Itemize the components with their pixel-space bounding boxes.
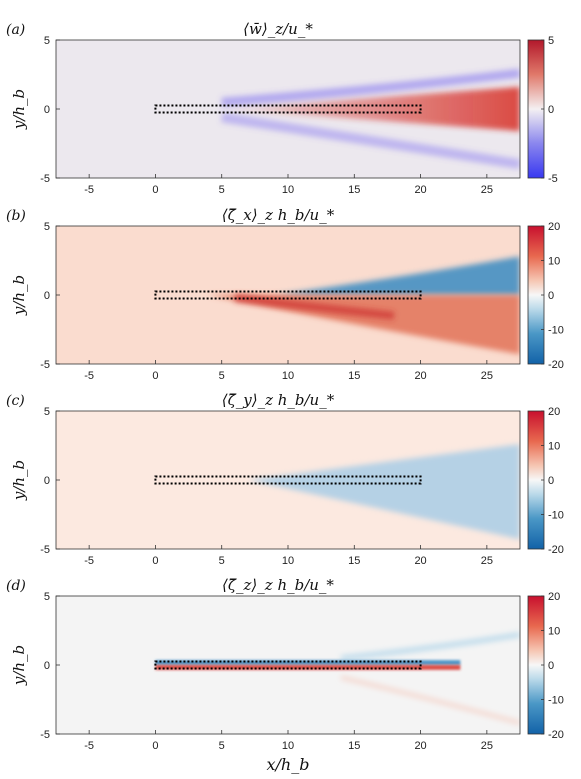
panel-label: (a)	[6, 22, 25, 38]
panel-title: ⟨ζ̄_z⟩_z h_b/u_*	[222, 576, 334, 594]
panel-1: -5 0 5 10 15 20 25 5 0 -5 (a) ⟨w̄⟩_z/u_* y/h_b 5 0 -5	[6, 20, 558, 196]
y-axis-label: y/h_b	[10, 460, 28, 501]
y-axis-label: y/h_b	[10, 275, 28, 316]
heatmap-field	[208, 256, 520, 355]
colorbar-tick-label: -20	[548, 544, 564, 556]
plate-outline	[154, 290, 422, 300]
x-tick-label: -5	[84, 370, 94, 382]
x-tick-label: 25	[481, 370, 493, 382]
panel-label: (b)	[6, 208, 26, 224]
y-axis-label: y/h_b	[10, 89, 28, 130]
panel-label: (c)	[6, 393, 25, 409]
x-tick-label: 20	[414, 370, 426, 382]
y-tick-label: 0	[44, 475, 50, 487]
y-tick-label: -5	[40, 359, 50, 371]
y-axis-label: y/h_b	[10, 645, 28, 686]
x-tick-label: -5	[84, 740, 94, 752]
plate-outline	[154, 104, 422, 114]
y-tick-label: -5	[40, 173, 50, 185]
colorbar-tick-label: -20	[548, 729, 564, 741]
x-tick-label: 15	[348, 370, 360, 382]
y-tick-label: 5	[44, 591, 50, 603]
x-tick-label: 15	[348, 740, 360, 752]
colorbar-tick-label: 0	[548, 104, 554, 116]
colorbar-tick-label: -10	[548, 695, 564, 707]
positive-core	[234, 293, 395, 320]
colorbar-tick-label: -20	[548, 359, 564, 371]
x-tick-label: -5	[84, 184, 94, 196]
x-tick-label: 25	[481, 184, 493, 196]
heatmap-field	[220, 68, 520, 170]
heatmap-field	[248, 444, 520, 540]
colorbar-tick-label: 0	[548, 660, 554, 672]
colorbar-tick-label: 20	[548, 221, 560, 233]
panel-label: (d)	[6, 578, 26, 594]
y-tick-label: 0	[44, 660, 50, 672]
positive-sheet	[155, 665, 461, 670]
x-tick-label: 0	[152, 555, 158, 567]
x-tick-label: 10	[282, 184, 294, 196]
colorbar-tick-label: -10	[548, 510, 564, 522]
y-tick-label: 0	[44, 104, 50, 116]
x-tick-label: 0	[152, 370, 158, 382]
y-tick-label: 5	[44, 221, 50, 233]
x-tick-label: -5	[84, 555, 94, 567]
colorbar-tick-label: -5	[548, 173, 558, 185]
x-tick-label: 20	[414, 184, 426, 196]
x-tick-label: 20	[414, 555, 426, 567]
negative-wedge	[274, 256, 520, 295]
positive-wedge	[208, 295, 520, 355]
x-tick-label: 10	[282, 555, 294, 567]
colorbar-tick-label: 20	[548, 591, 560, 603]
colorbar-tick-label: 0	[548, 290, 554, 302]
x-tick-label: 5	[219, 184, 225, 196]
y-tick-label: -5	[40, 729, 50, 741]
colorbar-tick-label: 0	[548, 475, 554, 487]
panel-3: -5 0 5 10 15 20 25 5 0 -5 (c) ⟨ζ̄_y⟩_z h_b/u_* y/h_b…	[6, 391, 564, 567]
panel-title: ⟨ζ̄_x⟩_z h_b/u_*	[222, 206, 335, 224]
plate-outline	[154, 475, 422, 485]
y-tick-label: -5	[40, 544, 50, 556]
positive-region	[221, 86, 520, 132]
x-tick-label: 15	[348, 555, 360, 567]
panel-4: -5 0 5 10 15 20 25 5 0 -5 (d) ⟨ζ̄_z⟩_z h_b/u_* y/h_b…	[6, 576, 564, 752]
faint-positive-branch	[340, 675, 520, 725]
colorbar-tick-label: 20	[548, 406, 560, 418]
colorbar-tick-label: -10	[548, 325, 564, 337]
x-tick-label: 25	[481, 555, 493, 567]
colorbar-tick-label: 10	[548, 626, 560, 638]
panel-title: ⟨ζ̄_y⟩_z h_b/u_*	[222, 391, 335, 409]
negative-sheet	[155, 660, 461, 665]
x-tick-label: 5	[219, 555, 225, 567]
panel-title: ⟨w̄⟩_z/u_*	[243, 20, 313, 38]
colorbar-tick-label: 10	[548, 256, 560, 268]
x-tick-label: 10	[282, 740, 294, 752]
negative-wedge	[248, 444, 520, 540]
y-tick-label: 5	[44, 406, 50, 418]
x-tick-label: 5	[219, 370, 225, 382]
x-tick-label: 10	[282, 370, 294, 382]
faint-negative-branch	[340, 632, 520, 661]
y-tick-label: 0	[44, 290, 50, 302]
x-axis-label: x/h_b	[267, 755, 310, 774]
negative-branch-lower	[220, 112, 520, 170]
x-tick-label: 25	[481, 740, 493, 752]
y-tick-label: 5	[44, 35, 50, 47]
x-tick-label: 0	[152, 184, 158, 196]
x-tick-label: 20	[414, 740, 426, 752]
heatmap-field	[155, 632, 520, 725]
colorbar-tick-label: 10	[548, 441, 560, 453]
plate-outline	[154, 660, 422, 670]
x-tick-label: 15	[348, 184, 360, 196]
negative-branch-upper	[221, 68, 520, 107]
x-tick-label: 0	[152, 740, 158, 752]
panel-2: -5 0 5 10 15 20 25 5 0 -5 (b) ⟨ζ̄_x⟩_z h_b/u_* y/h_b…	[6, 206, 564, 382]
x-tick-label: 5	[219, 740, 225, 752]
colorbar-tick-label: 5	[548, 35, 554, 47]
